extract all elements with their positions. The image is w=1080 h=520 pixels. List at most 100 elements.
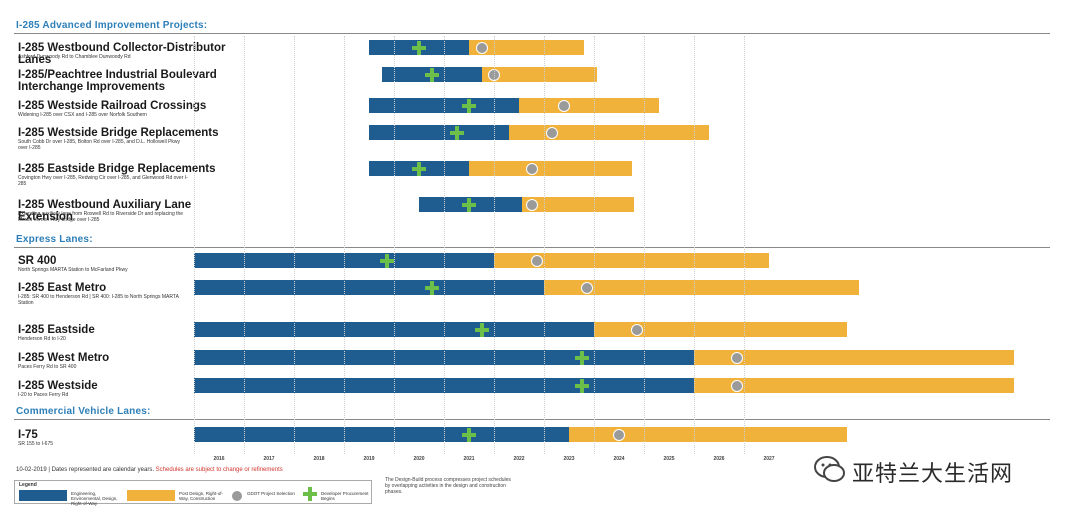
legend: Legend Engineering, Environmental, Desig… — [14, 480, 372, 506]
bar-design-build — [469, 40, 584, 55]
section-divider — [14, 33, 1050, 34]
gdot-marker — [525, 162, 538, 175]
bar-design-build — [694, 350, 1014, 365]
year-gridline — [344, 36, 345, 454]
gdot-marker — [730, 379, 743, 392]
year-gridline — [294, 36, 295, 454]
year-gridline — [644, 36, 645, 454]
project-subtitle: I-285: SR 400 to Henderson Rd | SR 400: … — [18, 294, 179, 306]
bar-design-build — [469, 161, 632, 176]
year-gridline — [394, 36, 395, 454]
project-subtitle: South Cobb Dr over I-285, Bolton Rd over… — [18, 139, 181, 151]
year-tick-label: 2026 — [713, 456, 725, 462]
project-subtitle: Covington Hwy over I-285, Redwing Cir ov… — [18, 175, 188, 187]
project-name: I-285 Westbound Auxiliary Lane Extension — [18, 199, 192, 223]
project-name: I-75 — [18, 429, 38, 441]
gdot-marker — [613, 428, 625, 441]
bar-design-build — [521, 197, 634, 212]
footnote-text: | Dates represented are calendar years. — [46, 467, 156, 473]
section-title: Commercial Vehicle Lanes: — [16, 406, 151, 417]
delivery-marker — [412, 161, 426, 176]
bar-design-build — [594, 322, 847, 337]
delivery-marker — [574, 378, 589, 393]
year-tick-label: 2021 — [463, 456, 475, 462]
delivery-marker — [474, 322, 489, 337]
project-subtitle: Paces Ferry Rd to SR 400 — [18, 364, 77, 370]
year-tick-label: 2018 — [313, 456, 325, 462]
project-subtitle: I-20 to Paces Ferry Rd — [18, 392, 69, 398]
gdot-marker — [558, 99, 570, 112]
section-divider — [14, 247, 1050, 248]
gdot-marker — [730, 351, 743, 364]
wechat-icon — [814, 456, 845, 482]
year-gridline — [244, 36, 245, 454]
year-tick-label: 2016 — [213, 456, 225, 462]
project-subtitle: Henderson Rd to I-20 — [18, 336, 66, 342]
project-name: I-285 Westside Bridge Replacements — [18, 127, 219, 139]
delivery-marker — [424, 280, 439, 295]
legend-swatch — [19, 490, 67, 501]
bar-design-build — [694, 378, 1014, 393]
footnote-warning: Schedules are subject to change or refin… — [155, 467, 283, 473]
project-subtitle: North Springs MARTA Station to McFarland… — [18, 267, 128, 273]
bar-design-build — [544, 280, 859, 295]
year-gridline — [744, 36, 745, 454]
year-gridline — [494, 36, 495, 454]
legend-title: Legend — [19, 482, 37, 488]
footnote: 10-02-2019 | Dates represented are calen… — [16, 467, 283, 473]
gdot-marker — [630, 323, 643, 336]
project-name: I-285 Westside — [18, 380, 98, 392]
delivery-marker — [412, 40, 426, 55]
year-tick-label: 2019 — [363, 456, 375, 462]
gdot-marker — [525, 198, 538, 211]
section-title: I-285 Advanced Improvement Projects: — [16, 20, 208, 31]
project-name: I-285 Westside Railroad Crossings — [18, 100, 207, 112]
legend-swatch — [303, 487, 317, 501]
project-name: I-285 Eastside — [18, 324, 95, 336]
year-tick-label: 2024 — [613, 456, 625, 462]
bar-design-build — [569, 427, 847, 442]
delivery-marker — [574, 350, 589, 365]
section-divider — [14, 419, 1050, 420]
gdot-marker — [530, 254, 543, 267]
year-tick-label: 2025 — [663, 456, 675, 462]
project-subtitle: SR 155 to I-675 — [18, 441, 54, 447]
gdot-marker — [545, 126, 558, 139]
year-gridline — [694, 36, 695, 454]
project-name: I-285/Peachtree Industrial Boulevard Int… — [18, 69, 217, 93]
bar-pre-design — [369, 125, 509, 140]
legend-label: GDOT Project Selection — [247, 491, 295, 496]
delivery-marker — [379, 253, 394, 268]
legend-label: Post Design, Right-of-Way, Construction — [179, 491, 224, 501]
year-gridline — [594, 36, 595, 454]
design-build-note: The Design-Build process compresses proj… — [385, 477, 511, 495]
year-tick-label: 2022 — [513, 456, 525, 462]
year-tick-label: 2023 — [563, 456, 575, 462]
project-name: I-285 West Metro — [18, 352, 110, 364]
legend-swatch — [231, 490, 243, 502]
footnote-date: 10-02-2019 — [16, 467, 47, 473]
bar-pre-design — [194, 427, 569, 442]
project-name: I-285 East Metro — [18, 282, 107, 294]
project-subtitle: Extending auxiliary lane from Roswell Rd… — [18, 211, 184, 223]
bar-design-build — [481, 67, 597, 82]
year-tick-label: 2017 — [263, 456, 275, 462]
delivery-marker — [424, 67, 439, 82]
project-subtitle: Widening I-285 over CSX and I-285 over N… — [18, 112, 147, 118]
legend-label: Engineering, Environmental, Design, Righ… — [71, 491, 118, 506]
gdot-marker — [475, 41, 488, 54]
delivery-marker — [462, 427, 476, 442]
delivery-marker — [462, 197, 476, 212]
delivery-marker — [449, 125, 464, 140]
year-tick-label: 2020 — [413, 456, 425, 462]
bar-design-build — [519, 98, 659, 113]
legend-label: Developer Procurement Begins — [321, 491, 369, 501]
bar-design-build — [494, 253, 769, 268]
project-name: SR 400 — [18, 255, 57, 267]
project-subtitle: Ashford Dunwoody Rd to Chamblee Dunwoody… — [18, 54, 131, 60]
section-title: Express Lanes: — [16, 234, 93, 245]
bar-pre-design — [194, 280, 544, 295]
year-gridline — [194, 36, 195, 454]
year-gridline — [444, 36, 445, 454]
legend-swatch — [127, 490, 175, 501]
